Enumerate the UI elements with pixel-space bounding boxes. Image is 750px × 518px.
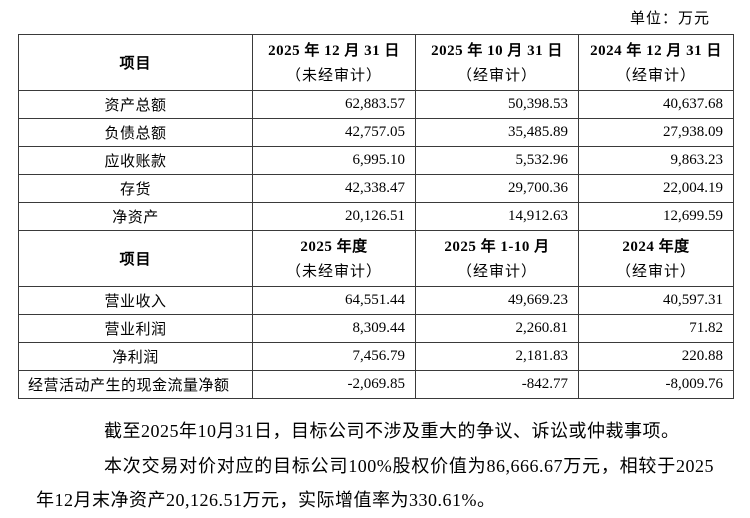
table-row: 应收账款 6,995.10 5,532.96 9,863.23 [18, 146, 734, 175]
table-row: 净利润 7,456.79 2,181.83 220.88 [18, 342, 734, 371]
table-row: 营业利润 8,309.44 2,260.81 71.82 [18, 314, 734, 343]
row-label: 净利润 [18, 342, 253, 371]
row-label: 存货 [18, 174, 253, 203]
cell-value: 7,456.79 [252, 342, 416, 371]
cell-value: 42,338.47 [252, 174, 416, 203]
cell-value: 9,863.23 [578, 146, 734, 175]
note-paragraph: 本次交易对价对应的目标公司100%股权价值为86,666.67万元，相较于202… [36, 455, 714, 511]
balance-col1-audit: （未经审计） [285, 67, 382, 84]
cell-value: 29,700.36 [415, 174, 579, 203]
cell-value: -842.77 [415, 370, 579, 399]
row-label: 应收账款 [18, 146, 253, 175]
table-row: 经营活动产生的现金流量净额 -2,069.85 -842.77 -8,009.7… [18, 370, 734, 399]
balance-col-header-2: 2025 年 10 月 31 日 （经审计） [415, 34, 579, 91]
balance-header-row: 项目 2025 年 12 月 31 日 （未经审计） 2025 年 10 月 3… [18, 34, 734, 91]
cell-value: 12,699.59 [578, 202, 734, 231]
income-col2-audit: （经审计） [456, 263, 537, 280]
income-header-row: 项目 2025 年度 （未经审计） 2025 年 1-10 月 （经审计） 20… [18, 230, 734, 287]
income-col3-period: 2024 年度 [622, 238, 690, 255]
table-row: 营业收入 64,551.44 49,669.23 40,597.31 [18, 286, 734, 315]
cell-value: -2,069.85 [252, 370, 416, 399]
cell-value: 220.88 [578, 342, 734, 371]
cell-value: 35,485.89 [415, 118, 579, 147]
balance-col3-audit: （经审计） [615, 67, 696, 84]
income-col-header-2: 2025 年 1-10 月 （经审计） [415, 230, 579, 287]
income-col1-audit: （未经审计） [285, 263, 382, 280]
balance-col-header-3: 2024 年 12 月 31 日 （经审计） [578, 34, 734, 91]
table-row: 净资产 20,126.51 14,912.63 12,699.59 [18, 202, 734, 231]
balance-col2-date: 2025 年 10 月 31 日 [431, 42, 563, 59]
income-col2-period: 2025 年 1-10 月 [444, 238, 550, 255]
footnotes: 截至2025年10月31日，目标公司不涉及重大的争议、诉讼或仲裁事项。 本次交易… [36, 414, 714, 518]
table-row: 负债总额 42,757.05 35,485.89 27,938.09 [18, 118, 734, 147]
cell-value: 49,669.23 [415, 286, 579, 315]
row-label: 营业利润 [18, 314, 253, 343]
cell-value: 2,181.83 [415, 342, 579, 371]
income-col1-period: 2025 年度 [300, 238, 368, 255]
balance-item-header: 项目 [18, 34, 253, 91]
income-col3-audit: （经审计） [615, 263, 696, 280]
cell-value: 5,532.96 [415, 146, 579, 175]
balance-col-header-1: 2025 年 12 月 31 日 （未经审计） [252, 34, 416, 91]
cell-value: 22,004.19 [578, 174, 734, 203]
balance-col2-audit: （经审计） [456, 67, 537, 84]
note-paragraph: 截至2025年10月31日，目标公司不涉及重大的争议、诉讼或仲裁事项。 [104, 421, 680, 441]
row-label: 净资产 [18, 202, 253, 231]
cell-value: 2,260.81 [415, 314, 579, 343]
row-label: 资产总额 [18, 90, 253, 119]
cell-value: 50,398.53 [415, 90, 579, 119]
income-col-header-1: 2025 年度 （未经审计） [252, 230, 416, 287]
cell-value: 40,597.31 [578, 286, 734, 315]
income-col-header-3: 2024 年度 （经审计） [578, 230, 734, 287]
cell-value: 64,551.44 [252, 286, 416, 315]
row-label: 负债总额 [18, 118, 253, 147]
financial-table: 项目 2025 年 12 月 31 日 （未经审计） 2025 年 10 月 3… [18, 34, 734, 399]
row-label: 营业收入 [18, 286, 253, 315]
cell-value: 40,637.68 [578, 90, 734, 119]
unit-label: 单位：万元 [629, 11, 710, 27]
cell-value: 27,938.09 [578, 118, 734, 147]
cell-value: 14,912.63 [415, 202, 579, 231]
cell-value: 8,309.44 [252, 314, 416, 343]
cell-value: 62,883.57 [252, 90, 416, 119]
cell-value: 71.82 [578, 314, 734, 343]
table-row: 存货 42,338.47 29,700.36 22,004.19 [18, 174, 734, 203]
cell-value: 6,995.10 [252, 146, 416, 175]
row-label: 经营活动产生的现金流量净额 [18, 370, 253, 399]
income-item-header: 项目 [18, 230, 253, 287]
cell-value: 20,126.51 [252, 202, 416, 231]
cell-value: -8,009.76 [578, 370, 734, 399]
balance-col3-date: 2024 年 12 月 31 日 [590, 42, 722, 59]
table-row: 资产总额 62,883.57 50,398.53 40,637.68 [18, 90, 734, 119]
balance-col1-date: 2025 年 12 月 31 日 [268, 42, 400, 59]
cell-value: 42,757.05 [252, 118, 416, 147]
